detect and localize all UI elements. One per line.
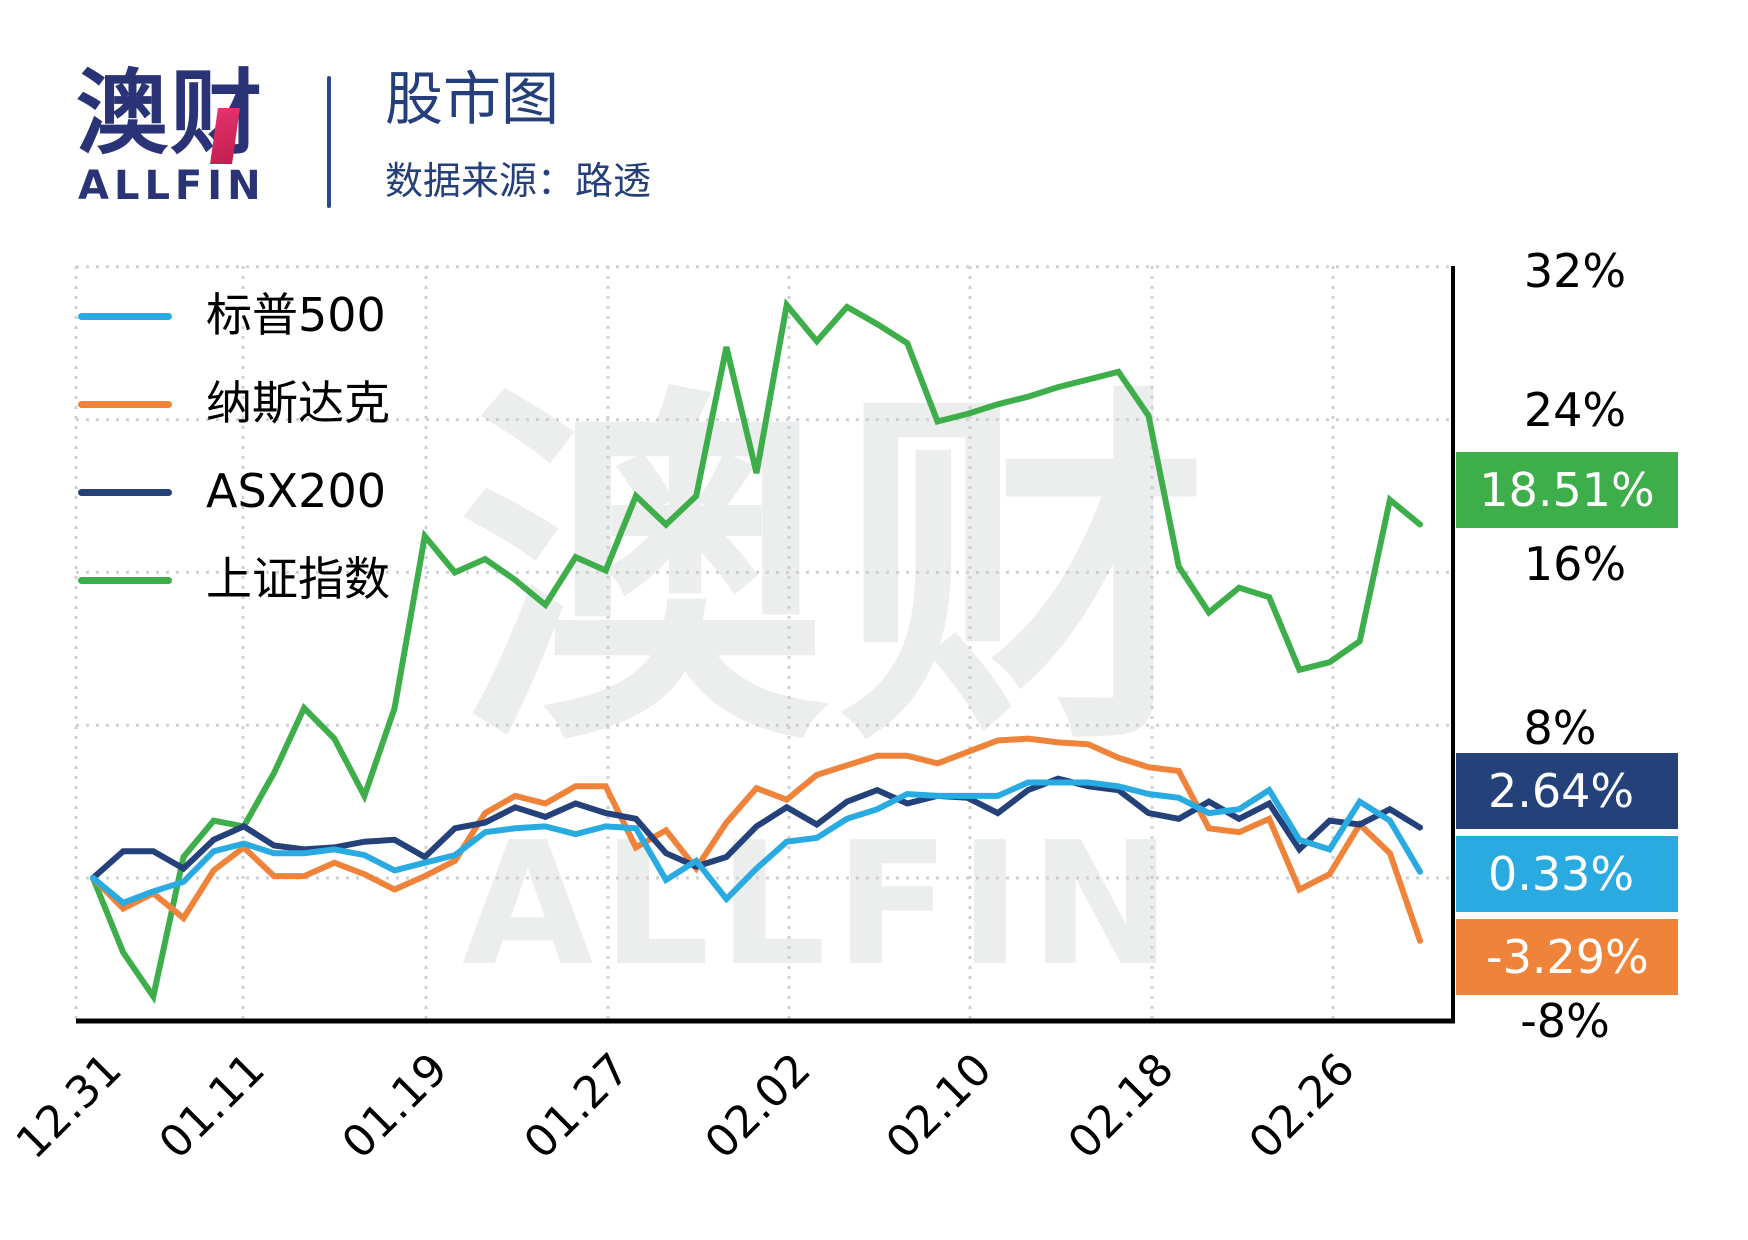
header-divider xyxy=(327,76,331,208)
final-value-badge-asx200: 2.64% xyxy=(1456,753,1678,829)
series-lines xyxy=(90,298,1423,1004)
legend-label-sp500: 标普500 xyxy=(206,288,386,342)
legend-swatch-nasdaq xyxy=(78,401,172,408)
legend-item-shanghai: 上证指数 xyxy=(76,549,476,609)
y-tick-24: 24% xyxy=(1523,383,1627,437)
y-tick-32: 32% xyxy=(1523,244,1627,298)
series-line-shanghai xyxy=(90,298,1423,1004)
chart-title: 股市图 xyxy=(385,65,560,133)
legend-swatch-shanghai xyxy=(78,577,172,584)
y-tick-8: 8% xyxy=(1523,701,1597,755)
legend-item-sp500: 标普500 xyxy=(76,285,476,345)
legend-label-shanghai: 上证指数 xyxy=(206,552,390,606)
legend-item-asx200: ASX200 xyxy=(76,461,476,521)
legend-swatch-asx200 xyxy=(78,489,172,496)
chart-header: 澳财 ALLFIN 股市图 数据来源：路透 xyxy=(0,0,1748,230)
final-value-badge-sp500: 0.33% xyxy=(1456,836,1678,912)
series-line-sp500 xyxy=(90,779,1423,907)
final-value-badge-shanghai: 18.51% xyxy=(1456,452,1678,528)
legend-label-asx200: ASX200 xyxy=(206,464,386,518)
brand-logo-english: ALLFIN xyxy=(78,163,266,209)
y-tick-16: 16% xyxy=(1523,537,1627,591)
legend-swatch-sp500 xyxy=(78,313,172,320)
watermark-chinese: 澳财 xyxy=(458,360,1218,790)
y-tick-neg8: -8% xyxy=(1520,994,1610,1048)
watermark-english: ALLFIN xyxy=(462,806,1180,1004)
final-value-badge-nasdaq: -3.29% xyxy=(1456,919,1678,995)
series-line-nasdaq xyxy=(90,735,1423,944)
data-source-label: 数据来源：路透 xyxy=(385,159,652,203)
legend-item-nasdaq: 纳斯达克 xyxy=(76,373,476,433)
legend-label-nasdaq: 纳斯达克 xyxy=(206,376,390,430)
